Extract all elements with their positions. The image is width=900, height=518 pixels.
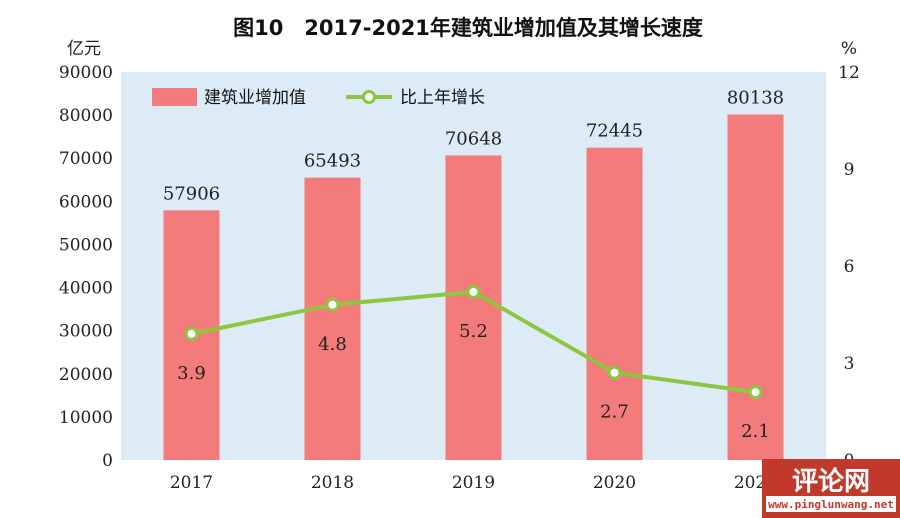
left-tick-label: 80000 — [59, 106, 113, 126]
left-tick-label: 0 — [102, 451, 113, 471]
category-label: 2018 — [311, 473, 354, 493]
watermark-url: www.pinglunwang.net — [768, 498, 894, 511]
category-label: 2020 — [593, 473, 636, 493]
line-point — [466, 284, 481, 299]
line-point — [748, 385, 763, 400]
bar-data-label: 57906 — [163, 183, 220, 204]
line-data-label: 5.2 — [459, 321, 488, 342]
left-axis-ticks: 0 10000 20000 30000 40000 50000 60000 70000 8000… — [59, 63, 113, 471]
right-tick-label: 9 — [844, 160, 855, 180]
bar — [727, 114, 784, 460]
line-series — [184, 284, 763, 400]
legend-label-bar: 建筑业增加值 — [204, 88, 306, 108]
legend-label-line: 比上年增长 — [400, 88, 485, 108]
category-label: 2019 — [452, 473, 495, 493]
right-tick-label: 3 — [844, 354, 855, 374]
bar-data-label: 70648 — [445, 128, 502, 149]
bar-data-label: 72445 — [586, 121, 643, 142]
legend-swatch-marker — [362, 90, 376, 104]
bar-data-labels: 57906 65493 70648 72445 80138 — [163, 88, 784, 205]
bar — [445, 155, 502, 460]
right-axis-unit: % — [841, 39, 857, 59]
legend-swatch-bar — [152, 88, 197, 106]
left-tick-label: 10000 — [59, 408, 113, 428]
line-data-label: 2.1 — [741, 421, 770, 442]
line-point — [607, 365, 622, 380]
left-tick-label: 40000 — [59, 279, 113, 299]
watermark-url-bg — [766, 496, 896, 512]
bar — [586, 147, 643, 460]
left-tick-label: 20000 — [59, 365, 113, 385]
watermark: 评论网 www.pinglunwang.net — [762, 459, 900, 518]
line-point — [184, 326, 199, 341]
line-data-label: 2.7 — [600, 402, 629, 423]
chart-title: 图10 2017-2021年建筑业增加值及其增长速度 — [233, 16, 703, 40]
left-tick-label: 50000 — [59, 235, 113, 255]
line-data-labels: 3.9 4.8 5.2 2.7 2.1 — [177, 321, 770, 442]
bar-series — [163, 114, 784, 460]
line-data-label: 3.9 — [177, 363, 206, 384]
category-axis-labels: 2017 2018 2019 2020 2021 — [170, 473, 777, 493]
left-tick-label: 60000 — [59, 192, 113, 212]
right-tick-label: 6 — [844, 257, 855, 277]
bar-data-label: 65493 — [304, 151, 361, 172]
bar-data-label: 80138 — [727, 88, 784, 109]
line-data-label: 4.8 — [318, 334, 347, 355]
category-label: 2017 — [170, 473, 213, 493]
legend: 建筑业增加值 比上年增长 — [152, 88, 485, 108]
line-point — [325, 297, 340, 312]
watermark-text: 评论网 — [792, 467, 870, 497]
left-tick-label: 90000 — [59, 63, 113, 83]
left-tick-label: 70000 — [59, 149, 113, 169]
left-tick-label: 30000 — [59, 322, 113, 342]
bar — [304, 177, 361, 460]
left-axis-unit: 亿元 — [67, 39, 101, 59]
right-tick-label: 12 — [838, 63, 860, 83]
